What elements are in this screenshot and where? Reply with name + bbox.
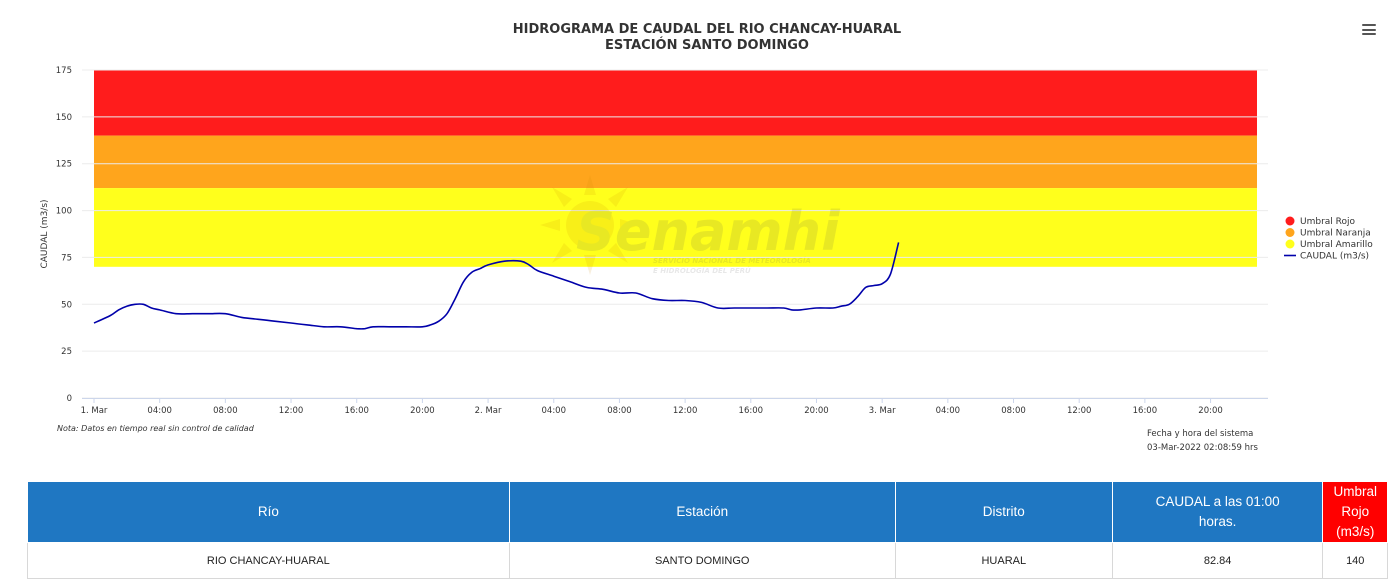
header-umbral-rojo: Umbral Rojo (m3/s) (1322, 481, 1388, 543)
x-tick-label: 16:00 (739, 406, 764, 416)
x-tick-label: 04:00 (147, 406, 172, 416)
x-tick-label: 12:00 (279, 406, 304, 416)
legend-dot-icon (1285, 239, 1295, 249)
threshold-bands (94, 70, 1257, 267)
y-tick-label: 175 (56, 66, 72, 76)
quality-note: Nota: Datos en tiempo real sin control d… (57, 424, 255, 433)
cell-umbral-rojo: 140 (1322, 542, 1388, 579)
x-tick-label: 08:00 (213, 406, 238, 416)
x-tick-label: 12:00 (673, 406, 698, 416)
senamhi-watermark: Senamhi SERVICIO NACIONAL DE METEOROLOGÍ… (540, 175, 841, 275)
y-tick-label: 100 (56, 207, 72, 217)
x-tick-label: 12:00 (1067, 406, 1092, 416)
system-datetime-value: 03-Mar-2022 02:08:59 hrs (1147, 443, 1259, 453)
y-tick-label: 50 (61, 300, 72, 310)
band-umbral-amarillo (94, 188, 1257, 267)
legend-dot-icon (1285, 216, 1295, 226)
y-tick-label: 0 (67, 394, 72, 404)
axes: 0 25 50 75 100 125 150 175 1. Mar 04:00 08:00 12:00… (56, 66, 1268, 416)
station-info-table: Río Estación Distrito CAUDAL a las 01:00… (27, 481, 1388, 579)
hydrograph-chart: Senamhi SERVICIO NACIONAL DE METEOROLOGÍ… (40, 22, 1373, 453)
hamburger-menu-icon[interactable] (1362, 24, 1376, 38)
x-tick-label: 04:00 (936, 406, 961, 416)
cell-rio: RIO CHANCAY-HUARAL (27, 542, 510, 579)
table-row: RIO CHANCAY-HUARAL SANTO DOMINGO HUARAL … (27, 542, 1388, 579)
y-tick-label: 25 (61, 347, 72, 357)
header-rio: Río (27, 481, 510, 543)
header-distrito: Distrito (894, 481, 1113, 543)
band-umbral-rojo (94, 70, 1257, 136)
header-estacion: Estación (508, 481, 896, 543)
series-layer (93, 242, 900, 330)
x-tick-label: 20:00 (1198, 406, 1223, 416)
sun-logo-icon (540, 175, 640, 275)
chart-title: HIDROGRAMA DE CAUDAL DEL RIO CHANCAY-HUA… (513, 22, 901, 37)
y-axis-title: CAUDAL (m3/s) (40, 199, 50, 268)
cell-estacion: SANTO DOMINGO (508, 542, 896, 579)
y-tick-label: 75 (61, 253, 72, 263)
x-tick-label: 16:00 (1133, 406, 1158, 416)
x-tick-label: 3. Mar (869, 406, 896, 416)
header-caudal: CAUDAL a las 01:00 horas. (1111, 481, 1324, 543)
table-header-row: Río Estación Distrito CAUDAL a las 01:00… (27, 481, 1388, 543)
x-tick-label: 08:00 (607, 406, 632, 416)
legend-item-label: Umbral Rojo (1300, 217, 1356, 227)
system-datetime-label: Fecha y hora del sistema (1147, 429, 1253, 439)
legend-dot-icon (1285, 228, 1295, 237)
watermark-line-1: SERVICIO NACIONAL DE METEOROLOGÍA (653, 256, 811, 265)
watermark-brand: Senamhi (576, 200, 841, 263)
series-line-caudal (93, 242, 900, 330)
cell-caudal: 82.84 (1111, 542, 1324, 579)
x-tick-label: 08:00 (1001, 406, 1026, 416)
legend-item-label: CAUDAL (m3/s) (1300, 252, 1369, 262)
x-tick-label: 1. Mar (81, 406, 108, 416)
x-tick-label: 04:00 (542, 406, 567, 416)
band-umbral-naranja (94, 135, 1257, 189)
x-tick-label: 16:00 (344, 406, 369, 416)
cell-distrito: HUARAL (894, 542, 1113, 579)
watermark-line-2: E HIDROLOGÍA DEL PERÚ (653, 266, 751, 275)
x-tick-label: 20:00 (410, 406, 435, 416)
legend-item-label: Umbral Amarillo (1300, 240, 1373, 250)
y-tick-label: 125 (56, 160, 72, 170)
chart-subtitle: ESTACIÓN SANTO DOMINGO (605, 37, 809, 53)
x-tick-label: 20:00 (804, 406, 829, 416)
y-tick-label: 150 (56, 113, 72, 123)
legend-item-label: Umbral Naranja (1300, 229, 1371, 239)
x-tick-label: 2. Mar (475, 406, 502, 416)
